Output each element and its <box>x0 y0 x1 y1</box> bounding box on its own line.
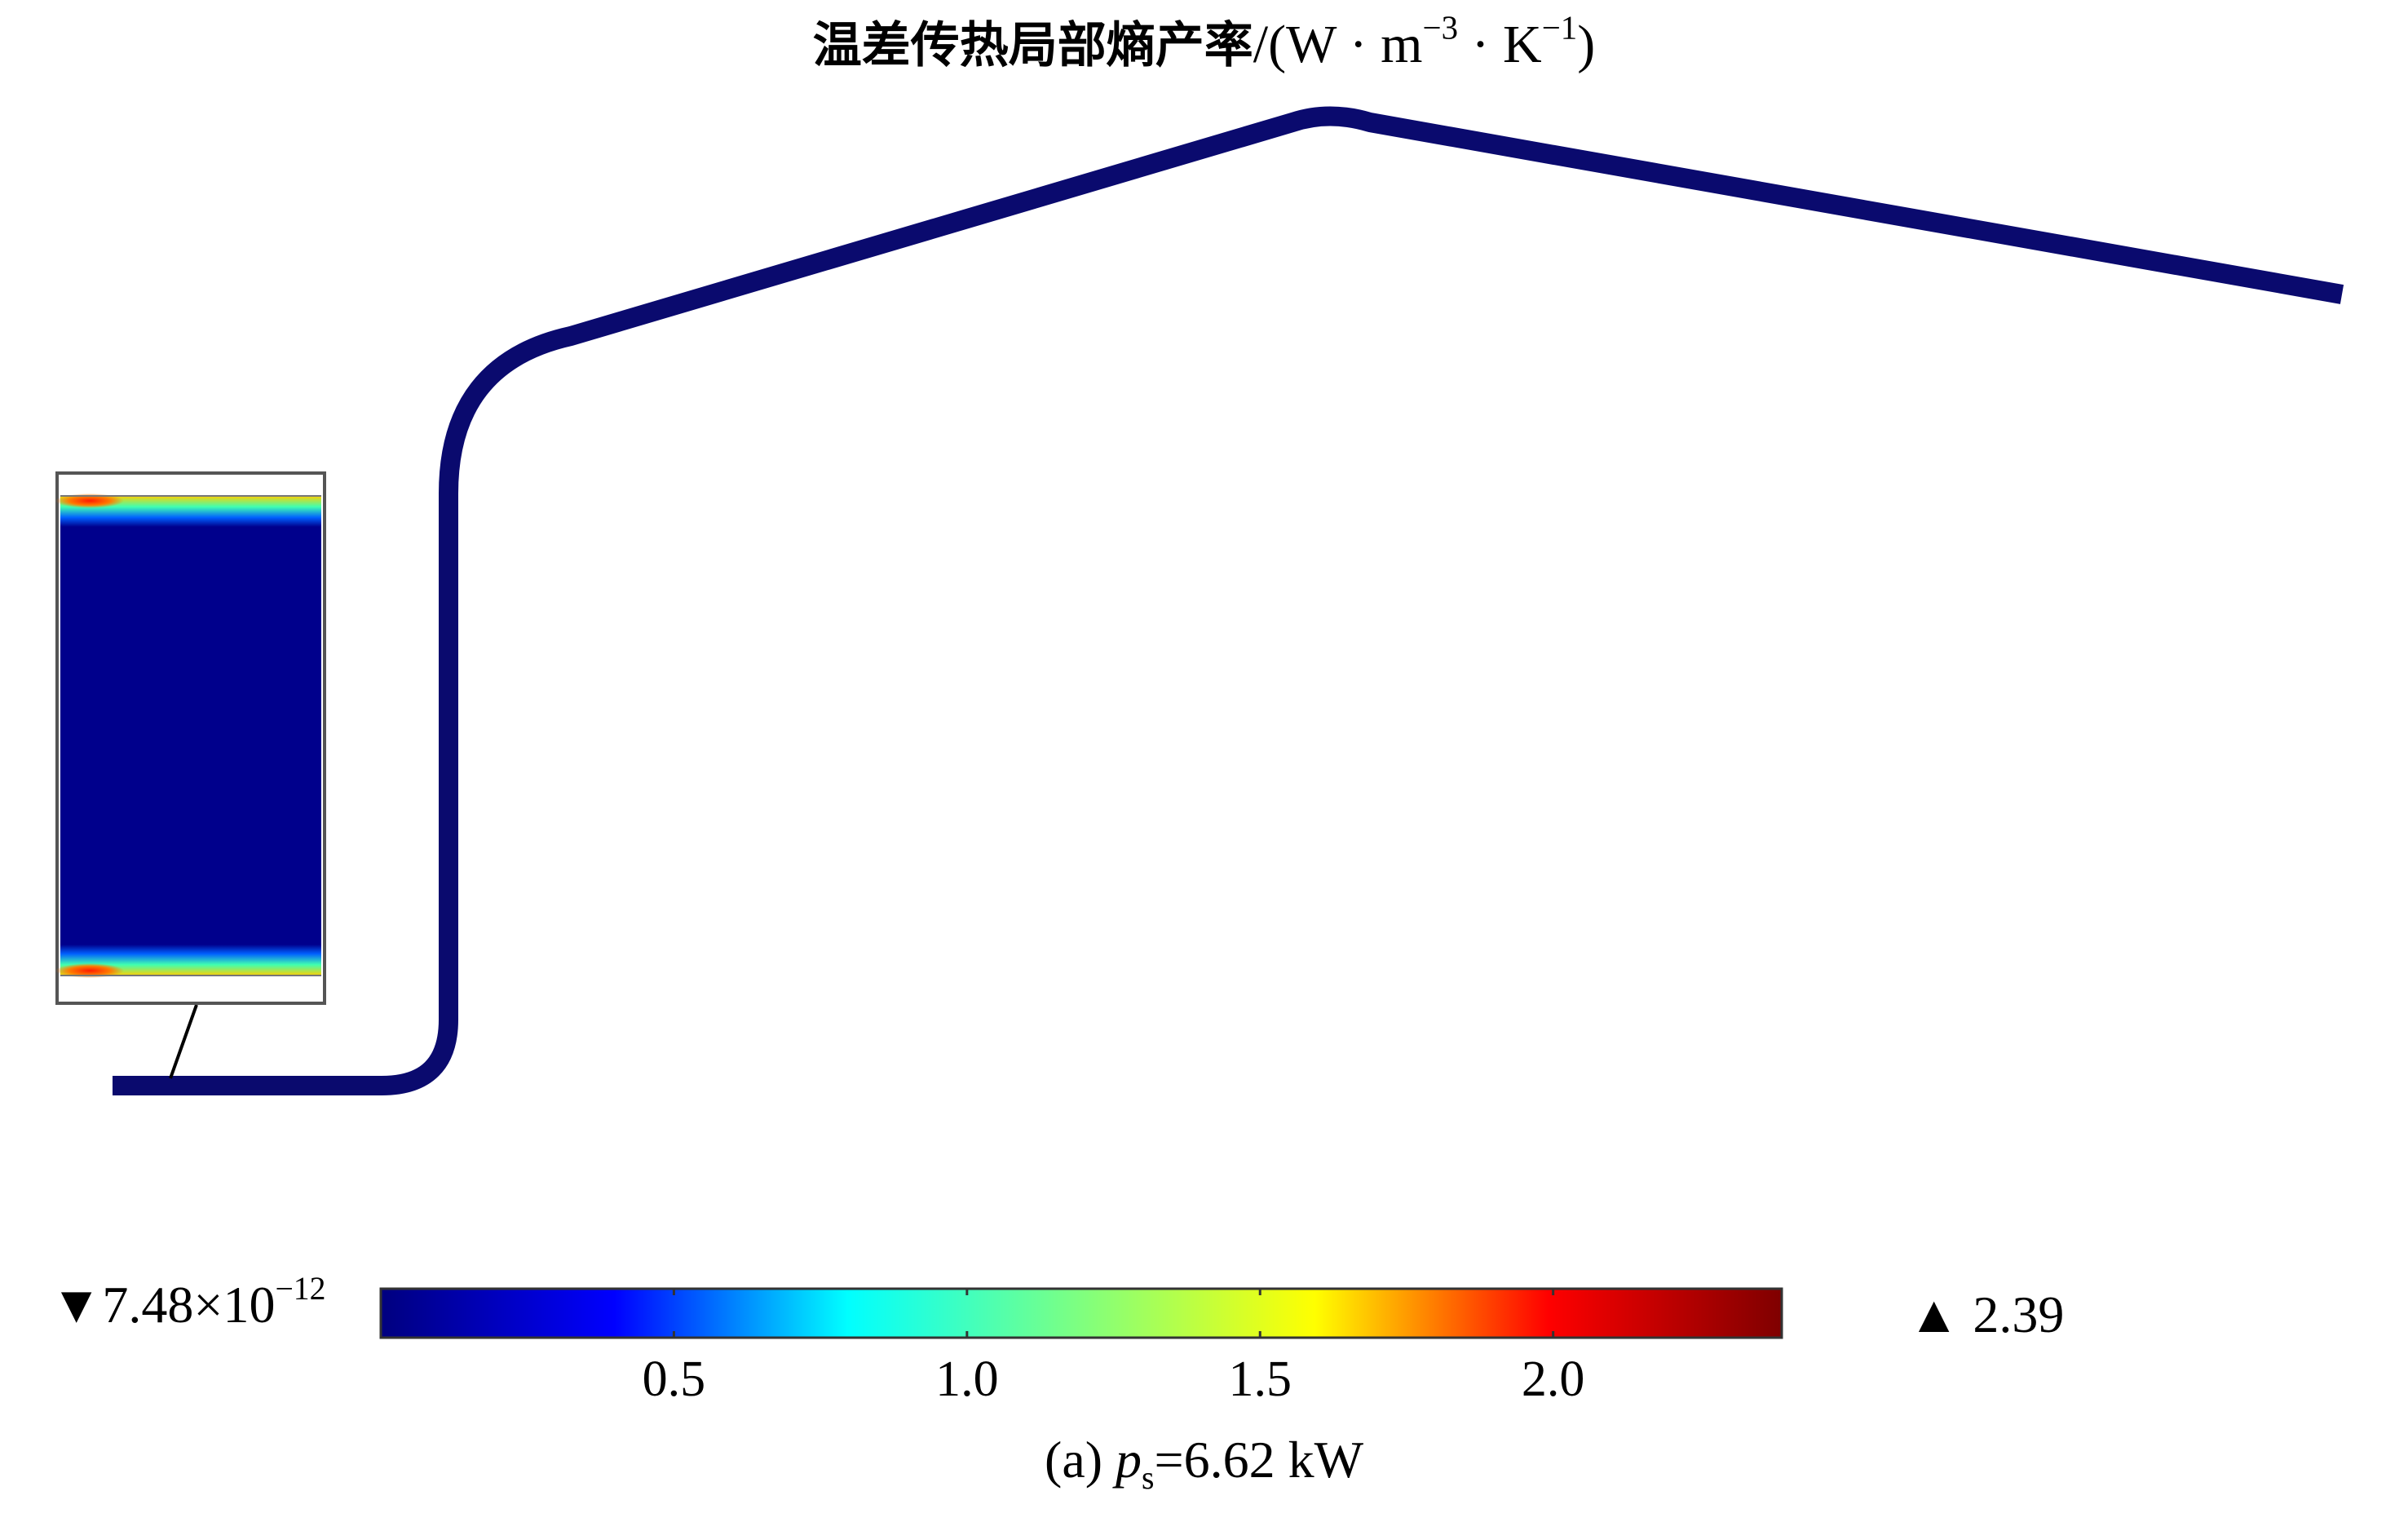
caption-value: =6.62 kW <box>1154 1431 1363 1489</box>
colorbar-tick-label: 0.5 <box>642 1352 706 1407</box>
colorbar-min-label: ▼7.48×10−12 <box>51 1272 325 1334</box>
inset-leader-line <box>169 1004 198 1079</box>
title-quantity: 温差传热局部熵产率 <box>812 17 1253 74</box>
title-unit-exp2: −1 <box>1541 9 1578 46</box>
figure-title: 温差传热局部熵产率/(W · m−3 · K−1) <box>0 11 2408 74</box>
min-exponent: −12 <box>275 1271 326 1307</box>
max-marker: ▲ <box>1908 1285 1960 1343</box>
pipe-tube <box>113 106 2344 1095</box>
title-unit-mid: · K <box>1458 15 1542 74</box>
colorbar-gradient <box>379 1287 1783 1339</box>
title-unit-exp1: −3 <box>1422 9 1459 46</box>
inset-hot-spot-top <box>55 493 124 508</box>
colorbar-tick-label: 1.5 <box>1228 1352 1292 1407</box>
title-unit-prefix: /(W · m <box>1253 15 1423 74</box>
max-value: 2.39 <box>1973 1285 2065 1343</box>
colorbar <box>379 1287 1783 1339</box>
caption-symbol: p <box>1116 1431 1142 1489</box>
colorbar-tick-label: 1.0 <box>935 1352 999 1407</box>
min-marker: ▼ <box>51 1276 103 1334</box>
min-mantissa: 7.48×10 <box>102 1276 276 1334</box>
zoom-inset <box>55 471 326 1005</box>
caption-subscript: s <box>1142 1459 1155 1496</box>
title-unit-suffix: ) <box>1577 15 1596 74</box>
inset-field <box>60 496 321 976</box>
colorbar-ticks <box>672 1289 1555 1338</box>
colorbar-tick-label: 2.0 <box>1521 1352 1585 1407</box>
inset-hot-spot-bottom <box>55 963 124 978</box>
colorbar-max-label: ▲ 2.39 <box>1908 1289 2064 1341</box>
figure-caption: (a) ps=6.62 kW <box>0 1431 2408 1494</box>
caption-prefix: (a) <box>1045 1431 1116 1489</box>
